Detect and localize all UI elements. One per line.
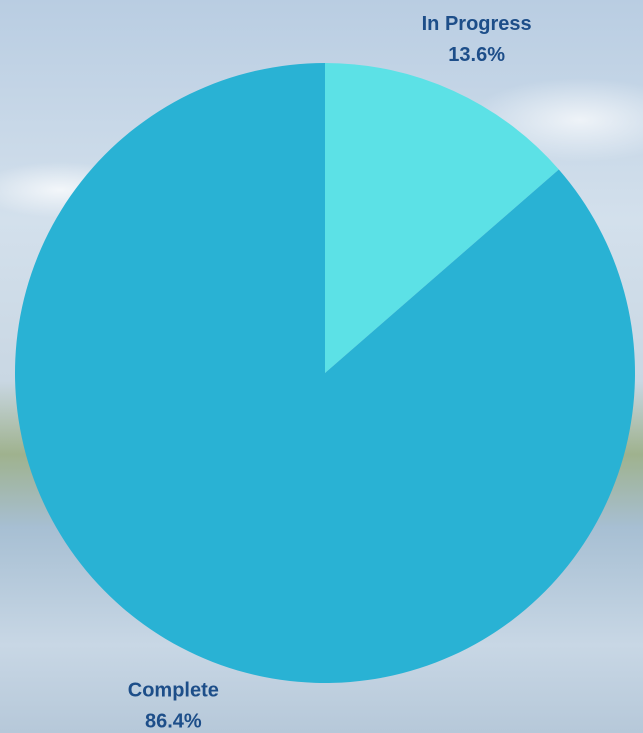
page: In Progress13.6%Complete86.4% (() => { c… (0, 0, 643, 733)
slice-label: Complete (128, 679, 219, 701)
slice-label: In Progress (422, 13, 532, 35)
slice-value-label: 13.6% (448, 44, 505, 66)
chart: In Progress 13.6% Complete 86.4% (0, 0, 643, 733)
slice-value-label: 86.4% (145, 710, 202, 732)
